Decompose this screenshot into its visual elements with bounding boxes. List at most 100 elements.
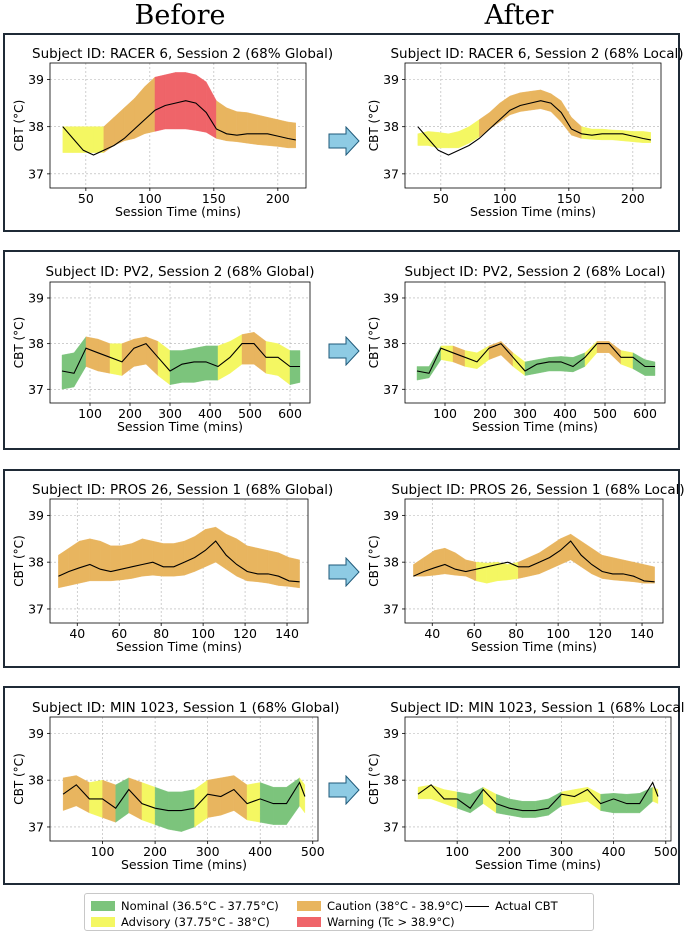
legend-label: Nominal (36.5°C - 37.75°C) [121, 899, 279, 913]
band-segment-caution [277, 119, 289, 149]
band-segment-caution [110, 545, 122, 582]
band-segment-caution [68, 540, 80, 586]
band-segment-caution [79, 538, 91, 584]
band-segment-advisory [612, 129, 623, 142]
band-segment-advisory [417, 784, 432, 800]
chart-title: Subject ID: RACER 6, Session 2 (68% Glob… [32, 46, 334, 62]
arrow-icon [328, 336, 360, 366]
legend-label: Caution (38°C - 38.9°C) [327, 899, 464, 913]
y-tick-label: 37 [28, 382, 44, 397]
y-tick-label: 38 [383, 773, 399, 788]
band-segment-advisory [497, 561, 508, 582]
y-tick-label: 37 [28, 166, 44, 181]
x-tick-label: 100 [191, 626, 215, 641]
band-segment-advisory [141, 782, 156, 825]
y-tick-label: 37 [383, 166, 399, 181]
chart-title: Subject ID: MIN 1023, Session 1 (68% Loc… [390, 700, 685, 716]
plot-frame [404, 281, 666, 404]
band-segment-advisory [448, 131, 459, 149]
x-tick-label: 200 [266, 191, 290, 206]
band-segment-advisory [83, 126, 94, 153]
band-segment-advisory [561, 789, 575, 807]
x-tick-label: 200 [621, 191, 645, 206]
band-segment-caution [267, 550, 279, 586]
x-tick-label: 150 [202, 191, 226, 206]
x-tick-label: 100 [138, 191, 162, 206]
x-tick-label: 300 [550, 844, 574, 859]
band-segment-caution [144, 76, 156, 135]
x-tick-label: 100 [493, 191, 517, 206]
x-axis-label: Session Time (mins) [470, 204, 596, 219]
cbt-series-line [417, 781, 659, 812]
x-tick-label: 40 [69, 626, 85, 641]
y-tick-label: 38 [28, 336, 44, 351]
x-tick-label: 80 [153, 626, 169, 641]
cbt-series-line [58, 540, 300, 583]
x-axis-label: Session Time (mins) [117, 419, 243, 434]
row-panel-min1023 [3, 686, 680, 885]
band-segment-advisory [620, 350, 634, 370]
x-tick-label: 200 [473, 406, 497, 421]
band-segment-caution [423, 550, 435, 577]
band-segment-advisory [476, 345, 490, 370]
band-segment-caution [121, 338, 135, 377]
legend-swatch-caution [297, 901, 321, 911]
band-segment-advisory [217, 341, 231, 381]
band-segment-caution [145, 336, 159, 377]
x-tick-label: 140 [275, 626, 299, 641]
y-tick-label: 39 [28, 726, 44, 741]
chart-title: Subject ID: PROS 26, Session 1 (68% Loca… [391, 482, 685, 498]
x-tick-label: 400 [553, 406, 577, 421]
band-segment-advisory [93, 126, 104, 153]
band-segment-caution [207, 777, 221, 818]
cbt-series-line [417, 100, 651, 156]
x-tick-label: 500 [654, 844, 677, 859]
chart-7: 100 200 300 400 500 37 38 39 Session Time (mins)… [12, 716, 324, 872]
band-segment-caution [246, 112, 258, 145]
legend-item-actual-cbt: Actual CBT [465, 899, 558, 913]
chart-title: Subject ID: MIN 1023, Session 1 (68% Glo… [32, 700, 340, 716]
band-segment-nominal [469, 786, 484, 814]
chart-title: Subject ID: PV2, Session 2 (68% Global) [45, 264, 315, 280]
y-axis-label: CBT (°C) [367, 100, 381, 152]
chart-4: 100 200 300 400 500 600 37 38 39 Session Time (mi… [367, 281, 666, 434]
x-tick-label: 100 [78, 406, 102, 421]
band-segment-advisory [652, 786, 659, 804]
x-tick-label: 50 [78, 191, 94, 206]
band-segment-caution [58, 547, 70, 589]
y-axis-label: CBT (°C) [12, 317, 26, 369]
y-tick-label: 38 [28, 119, 44, 134]
legend-item-warning: Warning (Tc > 38.9°C) [297, 915, 455, 929]
band-segment-caution [580, 540, 592, 575]
y-tick-label: 39 [28, 72, 44, 87]
band-segment-advisory [642, 131, 651, 143]
y-tick-label: 39 [383, 290, 399, 305]
plot-frame [404, 498, 664, 624]
cbt-series-line [62, 100, 296, 156]
y-tick-label: 39 [383, 72, 399, 87]
band-segment-caution [257, 114, 268, 146]
band-segment-caution [455, 552, 467, 577]
band-segment-caution [131, 538, 143, 579]
band-segment-caution [518, 557, 529, 579]
x-tick-label: 100 [445, 844, 469, 859]
plot-frame [404, 62, 662, 189]
band-segment-caution [133, 336, 147, 367]
band-segment-caution [194, 529, 206, 572]
y-tick-label: 38 [383, 336, 399, 351]
band-segment-nominal [522, 801, 536, 818]
arrow-icon [328, 126, 360, 156]
y-tick-label: 38 [28, 555, 44, 570]
row-panel-pv2 [3, 250, 680, 450]
band-segment-caution [236, 538, 248, 582]
band-segment-nominal [548, 791, 562, 816]
band-segment-caution [267, 116, 279, 147]
x-tick-label: 600 [278, 406, 302, 421]
row-panel-racer6 [3, 33, 680, 232]
band-segment-caution [100, 540, 112, 582]
chart-6: 40 60 80 100 120 140 37 38 39 Session Time (mins)… [367, 498, 664, 654]
band-segment-advisory [581, 126, 593, 140]
band-segment-caution [253, 331, 267, 374]
band-segment-caution [434, 547, 446, 576]
x-tick-label: 40 [424, 626, 440, 641]
